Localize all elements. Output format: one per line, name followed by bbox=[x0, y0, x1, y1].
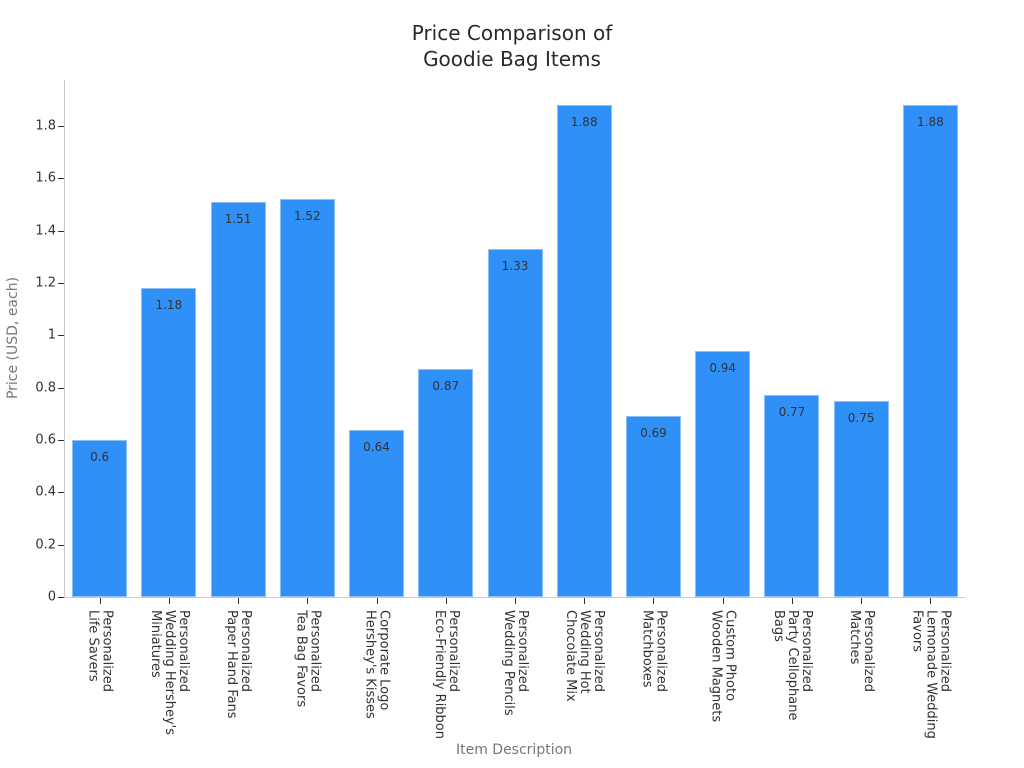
bar[interactable]: 1.18 bbox=[141, 288, 197, 597]
x-tick-label: Personalized Wedding Hot Chocolate Mix bbox=[563, 610, 607, 702]
x-tick-label: Personalized Life Savers bbox=[85, 610, 115, 692]
x-tick bbox=[169, 598, 170, 604]
y-axis-label: Price (USD, each) bbox=[5, 276, 21, 400]
y-tick-label: 1.4 bbox=[35, 223, 56, 239]
y-tick-label: 1.6 bbox=[35, 170, 56, 186]
bar-value-label: 0.87 bbox=[432, 379, 460, 394]
chart-title: Price Comparison of Goodie Bag Items bbox=[0, 20, 1024, 72]
bar-value-label: 0.75 bbox=[847, 410, 875, 425]
x-tick bbox=[930, 598, 931, 604]
y-tick bbox=[58, 440, 64, 441]
x-axis-line bbox=[64, 597, 965, 598]
bar[interactable]: 0.75 bbox=[833, 400, 889, 597]
bar[interactable]: 0.6 bbox=[72, 439, 128, 597]
y-tick bbox=[58, 492, 64, 493]
x-tick bbox=[584, 598, 585, 604]
bar-value-label: 0.77 bbox=[778, 405, 806, 420]
y-tick-label: 0.8 bbox=[35, 380, 56, 396]
bar[interactable]: 1.52 bbox=[279, 199, 335, 597]
bar[interactable]: 0.64 bbox=[349, 429, 405, 597]
x-tick bbox=[377, 598, 378, 604]
y-tick bbox=[58, 335, 64, 336]
y-tick bbox=[58, 283, 64, 284]
chart-title-line1: Price Comparison of bbox=[411, 21, 613, 45]
y-tick bbox=[58, 597, 64, 598]
bar-value-label: 0.94 bbox=[709, 361, 737, 375]
x-tick-label: Personalized Wedding Hershey's Miniature… bbox=[147, 610, 191, 735]
x-tick-label: Personalized Wedding Pencils bbox=[501, 610, 530, 716]
y-tick bbox=[58, 178, 64, 179]
y-tick-label: 0 bbox=[47, 589, 56, 605]
y-axis-line bbox=[64, 80, 65, 598]
y-tick-label: 1.8 bbox=[35, 118, 56, 134]
y-tick bbox=[58, 231, 64, 232]
x-tick-label: Personalized Eco-Friendly Ribbon bbox=[431, 610, 461, 740]
bar[interactable]: 0.87 bbox=[418, 369, 474, 597]
x-tick-label: Personalized Paper Hand Fans bbox=[224, 610, 254, 719]
x-tick bbox=[307, 598, 308, 604]
y-tick bbox=[58, 388, 64, 389]
x-tick bbox=[100, 598, 101, 604]
bar-value-label: 0.64 bbox=[363, 439, 390, 454]
x-tick bbox=[515, 598, 516, 604]
x-tick-label: Personalized Lemonade Wedding Favors bbox=[909, 610, 953, 739]
bar[interactable]: 0.77 bbox=[764, 395, 820, 597]
bar-value-label: 1.52 bbox=[293, 209, 321, 224]
y-tick-label: 1.2 bbox=[35, 275, 56, 291]
x-tick-label: Personalized Tea Bag Favors bbox=[293, 610, 323, 708]
x-tick-label: Custom Photo Wooden Magnets bbox=[708, 610, 738, 723]
y-tick bbox=[58, 126, 64, 127]
x-tick bbox=[861, 598, 862, 604]
bar-value-label: 1.51 bbox=[224, 211, 252, 226]
x-tick-label: Personalized Party Cellophane Bags bbox=[770, 610, 814, 721]
x-tick bbox=[446, 598, 447, 604]
x-tick-label: Personalized Matches bbox=[847, 610, 877, 692]
y-tick bbox=[58, 545, 64, 546]
bar[interactable]: 1.88 bbox=[556, 105, 612, 597]
bar-value-label: 1.88 bbox=[570, 115, 598, 129]
x-tick-label: Personalized Matchboxes bbox=[639, 610, 669, 692]
x-tick bbox=[653, 598, 654, 604]
x-tick bbox=[792, 598, 793, 604]
bar-value-label: 1.33 bbox=[501, 258, 529, 273]
bar[interactable]: 0.94 bbox=[695, 351, 751, 597]
y-tick-label: 0.4 bbox=[35, 484, 56, 500]
bar[interactable]: 1.33 bbox=[487, 248, 543, 597]
x-tick bbox=[723, 598, 724, 604]
bar-value-label: 0.69 bbox=[640, 426, 667, 441]
x-axis-label: Item Description bbox=[455, 742, 573, 758]
x-tick bbox=[238, 598, 239, 604]
bar[interactable]: 1.88 bbox=[902, 105, 958, 597]
y-tick-label: 1 bbox=[47, 327, 56, 343]
bar-value-label: 1.18 bbox=[155, 298, 183, 313]
y-tick-label: 0.6 bbox=[35, 432, 56, 448]
x-tick-label: Corporate Logo Hershey's Kisses bbox=[362, 610, 392, 719]
bar-value-label: 0.6 bbox=[90, 449, 110, 464]
bar-value-label: 1.88 bbox=[917, 115, 944, 129]
bar[interactable]: 0.69 bbox=[625, 416, 681, 597]
y-tick-label: 0.2 bbox=[35, 537, 56, 553]
chart-title-line2: Goodie Bag Items bbox=[423, 47, 601, 71]
bar[interactable]: 1.51 bbox=[210, 201, 266, 597]
